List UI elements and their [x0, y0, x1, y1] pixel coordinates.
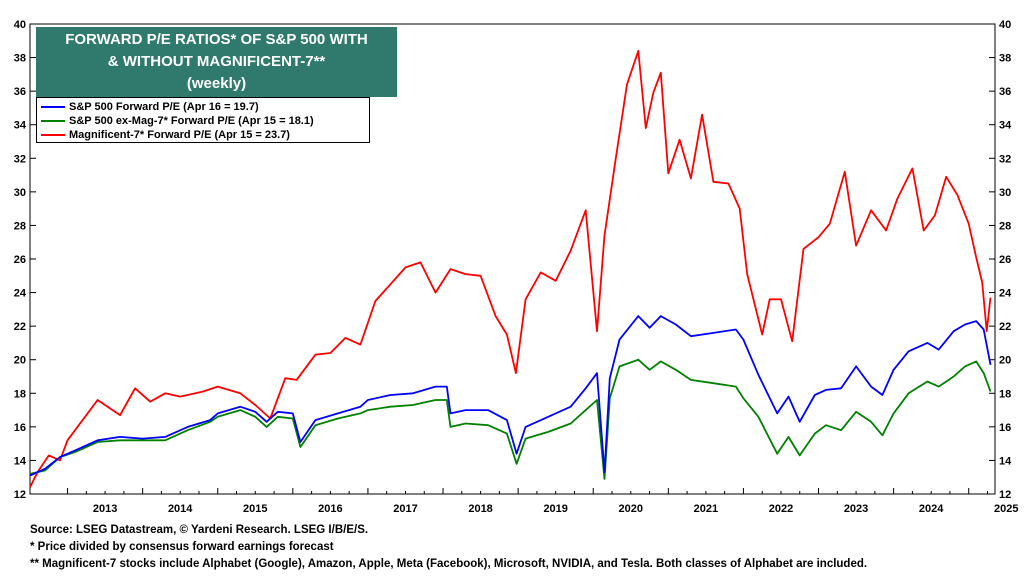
y-tick-label-right: 30	[999, 187, 1011, 199]
legend-swatch-red	[41, 134, 65, 136]
y-tick-label-left: 16	[14, 422, 26, 434]
x-tick-label: 2014	[168, 503, 193, 515]
x-tick-label: 2023	[844, 503, 868, 515]
x-tick-label: 2018	[468, 503, 492, 515]
legend-swatch-blue	[41, 106, 65, 108]
source-note: Source: LSEG Datastream, © Yardeni Resea…	[30, 524, 369, 536]
y-tick-label-right: 26	[999, 254, 1011, 266]
y-tick-label-left: 20	[14, 355, 26, 367]
y-tick-label-right: 36	[999, 86, 1011, 98]
x-tick-label: 2022	[769, 503, 793, 515]
y-tick-label-right: 22	[999, 321, 1011, 333]
x-tick-label: 2021	[694, 503, 718, 515]
legend-swatch-green	[41, 120, 65, 122]
y-tick-label-left: 34	[14, 120, 27, 132]
footer-notes: Source: LSEG Datastream, © Yardeni Resea…	[30, 522, 867, 573]
y-tick-label-right: 32	[999, 153, 1011, 165]
x-tick-label: 2024	[919, 503, 944, 515]
x-tick-label: 2015	[243, 503, 267, 515]
y-axis-right: 12 14 16 18 20 22 24 26 28 30 32 34 36 38 40	[989, 19, 1012, 501]
y-tick-label-right: 28	[999, 220, 1011, 232]
x-axis: 2013 2014 2015 2016 2017 2018 2019 2020 2021 2022…	[67, 488, 1019, 515]
y-axis-left: 12 14 16 18 20 22 24 26 28 30 32 34 36 38 40	[14, 19, 36, 501]
x-tick-label: 2025	[994, 503, 1018, 515]
y-tick-label-left: 28	[14, 220, 26, 232]
y-tick-label-left: 24	[14, 288, 27, 300]
y-tick-label-right: 38	[999, 53, 1011, 65]
legend-item-mag7: Magnificent-7* Forward P/E (Apr 15 = 23.…	[41, 128, 369, 142]
y-tick-label-right: 18	[999, 388, 1011, 400]
chart-title-line-3: (weekly)	[186, 75, 247, 92]
y-tick-label-left: 38	[14, 53, 26, 65]
legend-label-sp500: S&P 500 Forward P/E (Apr 16 = 19.7)	[69, 101, 259, 113]
y-tick-label-right: 24	[999, 288, 1012, 300]
y-tick-label-right: 12	[999, 489, 1011, 501]
y-tick-label-right: 20	[999, 355, 1011, 367]
chart-title: FORWARD P/E RATIOS* OF S&P 500 WITH & WI…	[36, 27, 397, 97]
series-lines	[29, 50, 992, 488]
y-tick-label-left: 32	[14, 153, 26, 165]
series-line-sp500	[29, 315, 992, 477]
series-line-ex-mag7	[29, 358, 992, 480]
chart-title-line-1: FORWARD P/E RATIOS* OF S&P 500 WITH	[65, 31, 368, 48]
y-tick-label-left: 12	[14, 489, 26, 501]
y-tick-label-left: 36	[14, 86, 26, 98]
x-tick-label: 2020	[619, 503, 643, 515]
y-tick-label-right: 14	[999, 455, 1012, 467]
x-tick-label: 2019	[543, 503, 567, 515]
x-tick-label: 2016	[318, 503, 342, 515]
y-tick-label-left: 30	[14, 187, 26, 199]
chart-title-line-2: & WITHOUT MAGNIFICENT-7**	[107, 53, 326, 70]
legend-item-ex-mag7: S&P 500 ex-Mag-7* Forward P/E (Apr 15 = …	[41, 114, 369, 128]
legend-item-sp500: S&P 500 Forward P/E (Apr 16 = 19.7)	[41, 100, 369, 114]
footnote-2: ** Magnificent-7 stocks include Alphabet…	[30, 558, 868, 570]
legend-label-ex-mag7: S&P 500 ex-Mag-7* Forward P/E (Apr 15 = …	[69, 115, 314, 127]
legend-label-mag7: Magnificent-7* Forward P/E (Apr 15 = 23.…	[69, 129, 290, 141]
x-tick-label: 2013	[93, 503, 117, 515]
series-line-mag7	[29, 50, 992, 488]
y-tick-label-right: 34	[999, 120, 1012, 132]
legend: S&P 500 Forward P/E (Apr 16 = 19.7) S&P …	[36, 97, 370, 143]
y-tick-label-right: 16	[999, 422, 1011, 434]
y-tick-label-left: 22	[14, 321, 26, 333]
y-tick-label-left: 14	[14, 455, 27, 467]
y-tick-label-left: 26	[14, 254, 26, 266]
y-tick-label-right: 40	[999, 19, 1011, 31]
y-tick-label-left: 18	[14, 388, 26, 400]
footnote-1: * Price divided by consensus forward ear…	[30, 541, 334, 553]
x-tick-label: 2017	[393, 503, 417, 515]
y-tick-label-left: 40	[14, 19, 26, 31]
